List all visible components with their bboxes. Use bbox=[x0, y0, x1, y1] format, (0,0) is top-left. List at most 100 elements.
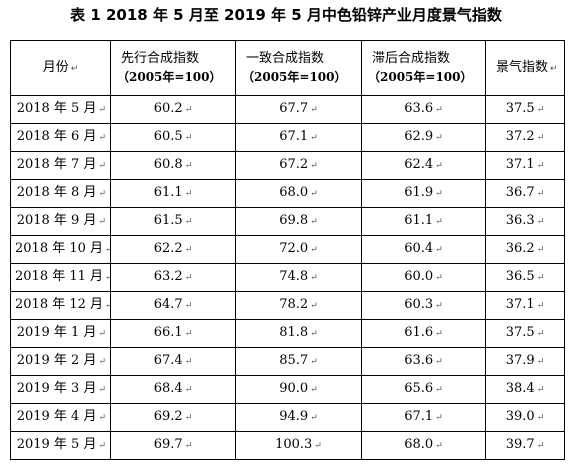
cell-climate-index-value: 39.7 bbox=[505, 437, 535, 452]
paragraph-mark: ↵ bbox=[105, 301, 109, 311]
cell-coincident-index-value: 81.8 bbox=[279, 325, 309, 340]
paragraph-mark: ↵ bbox=[310, 329, 318, 339]
paragraph-mark: ↵ bbox=[435, 413, 443, 423]
paragraph-mark: ↵ bbox=[435, 189, 443, 199]
cell-coincident-index: 67.2 ↵ bbox=[235, 151, 362, 180]
paragraph-mark: ↵ bbox=[184, 133, 193, 143]
paragraph-mark: ↵ bbox=[310, 301, 318, 311]
cell-coincident-index-value: 78.2 bbox=[279, 297, 309, 312]
cell-month: 2018 年 9 月 ↵ bbox=[10, 207, 111, 236]
cell-month-value: 2018 年 6 月 bbox=[16, 129, 97, 144]
paragraph-mark: ↵ bbox=[435, 133, 443, 143]
cell-coincident-index: 78.2 ↵ bbox=[235, 291, 362, 320]
cell-lagging-index-value: 65.6 bbox=[404, 381, 434, 396]
paragraph-mark: ↵ bbox=[536, 413, 545, 423]
paragraph-mark: ↵ bbox=[98, 161, 106, 171]
paragraph-mark: ↵ bbox=[536, 245, 545, 255]
cell-lagging-index-value: 62.9 bbox=[404, 129, 434, 144]
cell-coincident-index: 69.8 ↵ bbox=[235, 207, 362, 236]
cell-lagging-index-value: 61.9 bbox=[404, 185, 434, 200]
paragraph-mark: ↵ bbox=[536, 301, 545, 311]
cell-month-value: 2018 年 5 月 bbox=[16, 101, 97, 116]
cell-leading-index: 69.7 ↵ bbox=[110, 431, 236, 460]
cell-month: 2019 年 4 月 ↵ bbox=[10, 403, 111, 432]
cell-leading-index-value: 67.4 bbox=[153, 353, 183, 368]
paragraph-mark: ↵ bbox=[310, 413, 318, 423]
header-climate-index: 景气指数 ↵ bbox=[485, 40, 565, 96]
paragraph-mark: ↵ bbox=[184, 245, 193, 255]
paragraph-mark: ↵ bbox=[98, 329, 106, 339]
paragraph-mark: ↵ bbox=[435, 273, 443, 283]
index-table: 月份 ↵ 先行合成指数 （2005年=100） 一致合成指数 （2005年=100… bbox=[10, 40, 565, 460]
table-row: 2018 年 11 月↵63.2↵74.8↵60.0↵36.5↵ bbox=[10, 263, 565, 292]
cell-leading-index: 60.5 ↵ bbox=[110, 123, 236, 152]
cell-leading-index: 60.8 ↵ bbox=[110, 151, 236, 180]
paragraph-mark: ↵ bbox=[184, 105, 193, 115]
paragraph-mark: ↵ bbox=[184, 161, 193, 171]
cell-leading-index: 63.2 ↵ bbox=[110, 263, 236, 292]
cell-leading-index-value: 68.4 bbox=[153, 381, 183, 396]
cell-month: 2019 年 2 月 ↵ bbox=[10, 347, 111, 376]
cell-climate-index: 37.5 ↵ bbox=[485, 319, 565, 348]
cell-climate-index-value: 37.5 bbox=[505, 101, 535, 116]
paragraph-mark: ↵ bbox=[536, 385, 545, 395]
paragraph-mark: ↵ bbox=[435, 161, 443, 171]
paragraph-mark: ↵ bbox=[184, 189, 193, 199]
table-row: 2019 年 4 月 ↵ 69.2 ↵ 94.9 ↵ 67.1 ↵ 39.0 ↵ bbox=[10, 403, 565, 432]
header-climate-label: 景气指数 bbox=[496, 59, 549, 75]
cell-climate-index-value: 36.7 bbox=[505, 185, 535, 200]
table-row: 2018 年 12 月↵64.7↵78.2↵60.3↵37.1↵ bbox=[10, 291, 565, 320]
cell-climate-index: 36.3 ↵ bbox=[485, 207, 565, 236]
header-leading-label: 先行合成指数 bbox=[121, 51, 200, 66]
cell-month-value: 2018 年 7 月 bbox=[16, 157, 97, 172]
cell-climate-index-value: 38.4 bbox=[505, 381, 535, 396]
cell-lagging-index: 63.6 ↵ bbox=[361, 95, 486, 124]
cell-month-value: 2019 年 4 月 bbox=[16, 409, 97, 424]
cell-coincident-index: 74.8 ↵ bbox=[235, 263, 362, 292]
table-row: 2018 年 5 月 ↵ 60.2 ↵ 67.7 ↵ 63.6 ↵ 37.5 ↵ bbox=[10, 95, 565, 124]
cell-lagging-index: 61.9 ↵ bbox=[361, 179, 486, 208]
header-row: 月份 ↵ 先行合成指数 （2005年=100） 一致合成指数 （2005年=100… bbox=[10, 40, 565, 96]
cell-climate-index: 37.9 ↵ bbox=[485, 347, 565, 376]
cell-lagging-index: 63.6 ↵ bbox=[361, 347, 486, 376]
header-lagging-label: 滞后合成指数 bbox=[372, 51, 451, 66]
cell-month-value: 2019 年 3 月 bbox=[16, 381, 97, 396]
paragraph-mark: ↵ bbox=[184, 301, 193, 311]
paragraph-mark: ↵ bbox=[314, 441, 322, 451]
cell-coincident-index: 85.7 ↵ bbox=[235, 347, 362, 376]
cell-climate-index: 36.2 ↵ bbox=[485, 235, 565, 264]
paragraph-mark: ↵ bbox=[435, 217, 443, 227]
paragraph-mark: ↵ bbox=[98, 189, 106, 199]
cell-coincident-index-value: 67.2 bbox=[279, 157, 309, 172]
table-row: 2018 年 8 月 ↵ 61.1 ↵ 68.0 ↵ 61.9 ↵ 36.7 ↵ bbox=[10, 179, 565, 208]
table-body: 2018 年 5 月 ↵ 60.2 ↵ 67.7 ↵ 63.6 ↵ 37.5 ↵ 2018 年 6 … bbox=[10, 95, 565, 460]
cell-leading-index-value: 60.2 bbox=[153, 101, 183, 116]
cell-lagging-index-value: 60.0 bbox=[404, 269, 434, 284]
cell-leading-index: 69.2 ↵ bbox=[110, 403, 236, 432]
paragraph-mark: ↵ bbox=[105, 273, 109, 283]
cell-coincident-index-value: 68.0 bbox=[279, 185, 309, 200]
cell-climate-index-value: 39.0 bbox=[505, 409, 535, 424]
paragraph-mark: ↵ bbox=[536, 133, 545, 143]
cell-lagging-index-value: 62.4 bbox=[404, 157, 434, 172]
cell-leading-index: 61.5 ↵ bbox=[110, 207, 236, 236]
table-row: 2019 年 2 月 ↵ 67.4 ↵ 85.7 ↵ 63.6 ↵ 37.9 ↵ bbox=[10, 347, 565, 376]
cell-climate-index-value: 37.1 bbox=[505, 297, 535, 312]
cell-month: 2018 年 8 月 ↵ bbox=[10, 179, 111, 208]
cell-month-value: 2019 年 2 月 bbox=[16, 353, 97, 368]
header-leading-base: （2005年=100） bbox=[117, 70, 222, 84]
paragraph-mark: ↵ bbox=[98, 217, 106, 227]
cell-month: 2018 年 12 月↵ bbox=[10, 291, 111, 320]
cell-leading-index-value: 61.5 bbox=[153, 213, 183, 228]
cell-coincident-index: 94.9 ↵ bbox=[235, 403, 362, 432]
paragraph-mark: ↵ bbox=[184, 217, 193, 227]
cell-coincident-index-value: 67.7 bbox=[279, 101, 309, 116]
cell-coincident-index-value: 100.3 bbox=[275, 437, 313, 452]
paragraph-mark: ↵ bbox=[536, 273, 545, 283]
cell-coincident-index: 81.8 ↵ bbox=[235, 319, 362, 348]
cell-lagging-index: 67.1 ↵ bbox=[361, 403, 486, 432]
cell-leading-index-value: 60.5 bbox=[153, 129, 183, 144]
cell-leading-index-value: 62.2 bbox=[153, 241, 183, 256]
paragraph-mark: ↵ bbox=[98, 133, 106, 143]
cell-climate-index: 36.7 ↵ bbox=[485, 179, 565, 208]
